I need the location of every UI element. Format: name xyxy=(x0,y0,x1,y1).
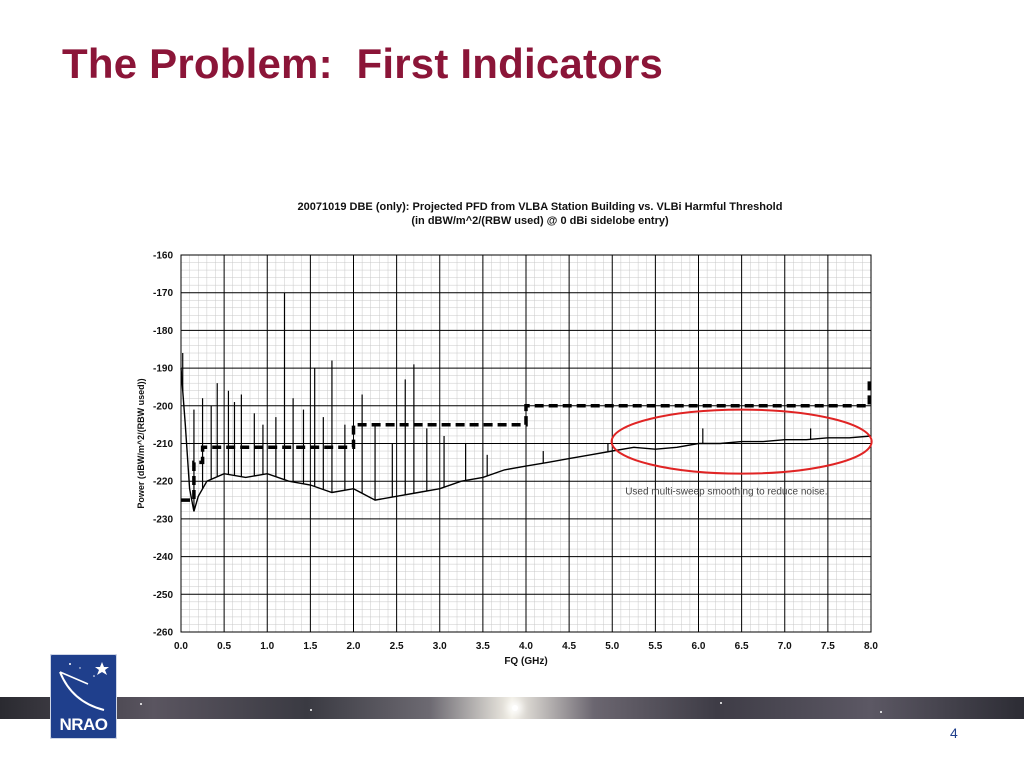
y-tick-label: -190 xyxy=(153,364,173,375)
chart-title: 20071019 DBE (only): Projected PFD from … xyxy=(297,201,783,213)
y-tick-label: -160 xyxy=(153,251,173,262)
x-tick-label: 1.0 xyxy=(260,641,274,652)
x-tick-label: 0.0 xyxy=(174,641,188,652)
star-decoration xyxy=(310,709,312,711)
page-number: 4 xyxy=(950,725,958,741)
chart-subtitle: (in dBW/m^2/(RBW used) @ 0 dBi sidelobe … xyxy=(411,215,669,227)
y-tick-label: -220 xyxy=(153,477,173,488)
measured-pfd-line xyxy=(180,368,872,512)
x-tick-label: 7.0 xyxy=(778,641,792,652)
x-tick-label: 4.0 xyxy=(519,641,533,652)
annotation-text: Used multi-sweep smoothing to reduce noi… xyxy=(625,486,827,497)
x-tick-label: 1.5 xyxy=(303,641,317,652)
slide-title: The Problem: First Indicators xyxy=(62,40,664,87)
star-decoration xyxy=(140,703,142,705)
footer-galaxy-band xyxy=(0,697,1024,719)
x-tick-label: 3.5 xyxy=(476,641,490,652)
y-axis-label: Power (dBW/m^2/(RBW used)) xyxy=(136,378,146,508)
y-tick-label: -240 xyxy=(153,552,173,563)
x-tick-label: 5.0 xyxy=(605,641,619,652)
y-tick-label: -170 xyxy=(153,288,173,299)
x-tick-label: 8.0 xyxy=(864,641,878,652)
y-tick-label: -180 xyxy=(153,326,173,337)
x-tick-label: 2.5 xyxy=(390,641,404,652)
star-decoration xyxy=(512,705,518,711)
x-tick-label: 6.5 xyxy=(735,641,749,652)
y-tick-label: -250 xyxy=(153,590,173,601)
y-tick-label: -260 xyxy=(153,628,173,639)
x-tick-label: 3.0 xyxy=(433,641,447,652)
logo-text: NRAO xyxy=(59,715,108,734)
y-tick-label: -210 xyxy=(153,439,173,450)
y-tick-label: -200 xyxy=(153,401,173,412)
radio-dish-icon xyxy=(59,662,109,711)
x-tick-label: 0.5 xyxy=(217,641,231,652)
star-decoration xyxy=(880,711,882,713)
x-tick-label: 6.0 xyxy=(692,641,706,652)
y-tick-label: -230 xyxy=(153,514,173,525)
threshold-dashed-line xyxy=(181,379,872,502)
x-tick-label: 7.5 xyxy=(821,641,835,652)
chart-title-block: 20071019 DBE (only): Projected PFD from … xyxy=(180,200,900,228)
pfd-chart: 0.0 0.5 1.0 1.5 2.0 2.5 3.0 3.5 4.0 4.5 5.0 5.5 6.0 6… xyxy=(136,251,878,668)
nrao-logo: NRAO xyxy=(50,654,117,739)
x-tick-label: 4.5 xyxy=(562,641,576,652)
star-decoration xyxy=(720,702,722,704)
x-axis-label: FQ (GHz) xyxy=(504,656,547,667)
annotation-ellipse xyxy=(610,408,873,475)
x-tick-label: 5.5 xyxy=(648,641,662,652)
x-tick-label: 2.0 xyxy=(347,641,361,652)
